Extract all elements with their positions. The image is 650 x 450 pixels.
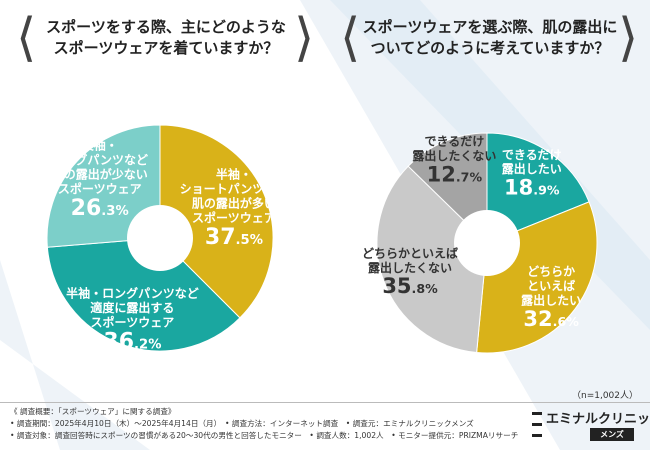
chart2-center-hole — [454, 210, 520, 276]
chart1-slice-value-0: 37.5% — [205, 225, 263, 250]
chart2-slice-label-3: できるだけ露出したくない — [412, 135, 496, 163]
bracket-right: ⟩ — [618, 8, 639, 68]
question-1-title: ⟨ スポーツをする際、主にどのような スポーツウェアを着ていますか？ ⟩ — [16, 8, 316, 68]
logo-name: エミナルクリニック — [546, 412, 650, 427]
footer-row-target: • 調査対象：調査回答時にスポーツの習慣がある20〜30代の男性と回答したモニタ… — [10, 431, 519, 440]
chart1-slice-label-0: 半袖・ショートパンツなど肌の露出が多いスポーツウェア — [180, 167, 289, 225]
logo-sub: メンズ — [590, 428, 634, 441]
chart2-slice-3 — [407, 132, 488, 245]
chart1-center-hole — [127, 205, 193, 271]
chart2-slice-label-1: どちらかといえば露出したい — [521, 265, 581, 308]
bracket-left: ⟨ — [340, 8, 361, 68]
footer-row-overview: 《 調査概要：「スポーツウェア」に関する調査》 — [10, 407, 176, 416]
chart2-slice-value-1: 32.6% — [523, 307, 579, 331]
chart1-slice-label-2: 長袖・ロングパンツなど肌の露出が少ないスポーツウェア — [51, 138, 148, 196]
chart1-slice-value-1: 36.2% — [103, 330, 161, 355]
chart2-slice-2 — [376, 165, 488, 354]
chart1-slice-value-2: 26.3% — [71, 196, 129, 221]
chart2-slice-value-0: 18.9% — [504, 176, 560, 200]
sample-size: （n=1,002人） — [571, 391, 638, 401]
chart1-slice-0 — [159, 124, 274, 319]
logo-mark-icon — [532, 412, 542, 437]
chart2-slice-value-3: 12.7% — [427, 163, 483, 187]
chart2-slice-value-2: 35.8% — [382, 274, 438, 298]
question-2-text: スポーツウェアを選ぶ際、肌の露出に ついてどのように考えていますか？ — [362, 18, 618, 57]
footer-row-period: • 調査期間：2025年4月10日（木）〜2025年4月14日（月） • 調査方… — [10, 419, 474, 428]
chart2-slice-label-2: どちらかといえば露出したくない — [362, 245, 458, 274]
survey-footer: 《 調査概要：「スポーツウェア」に関する調査》 • 調査期間：2025年4月10… — [10, 406, 518, 442]
bracket-left: ⟨ — [16, 8, 37, 68]
clinic-logo: エミナルクリニック メンズ — [532, 408, 650, 444]
question-2-title: ⟨ スポーツウェアを選ぶ際、肌の露出に ついてどのように考えていますか？ ⟩ — [340, 8, 640, 68]
chart2-slice-label-0: できるだけ露出したい — [502, 148, 562, 176]
chart1-slice-2 — [46, 124, 161, 248]
question-1-text: スポーツをする際、主にどのような スポーツウェアを着ていますか？ — [46, 18, 286, 57]
donut-chart-exposure-attitude: できるだけ露出したい18.9%どちらかといえば露出したい32.6%どちらかといえ… — [362, 132, 598, 354]
footer-divider — [0, 402, 650, 403]
chart2-slice-0 — [486, 132, 590, 244]
chart1-slice-1 — [46, 237, 241, 352]
chart1-slice-label-1: 半袖・ロングパンツなど適度に露出するスポーツウェア — [66, 285, 199, 329]
bracket-right: ⟩ — [294, 8, 315, 68]
